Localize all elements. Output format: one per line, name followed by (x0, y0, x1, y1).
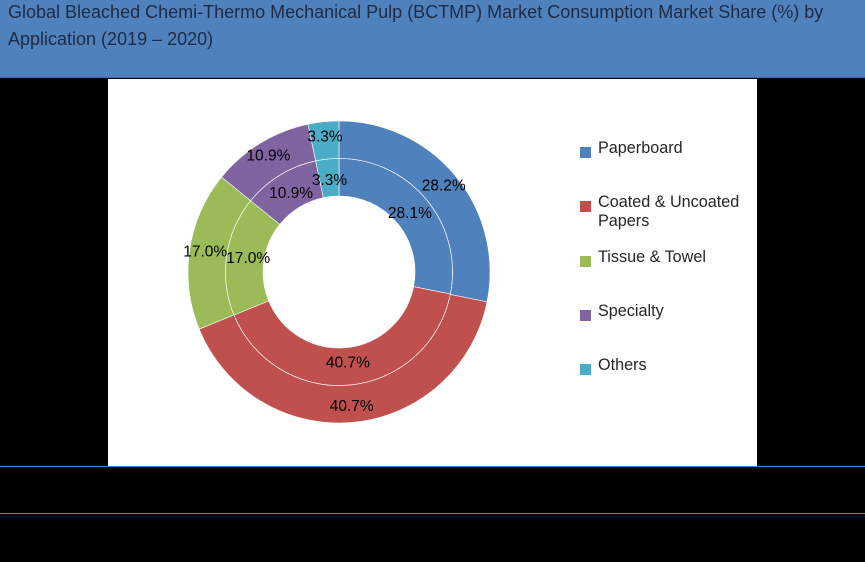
svg-text:28.1%: 28.1% (388, 205, 432, 222)
svg-text:28.2%: 28.2% (422, 177, 466, 194)
